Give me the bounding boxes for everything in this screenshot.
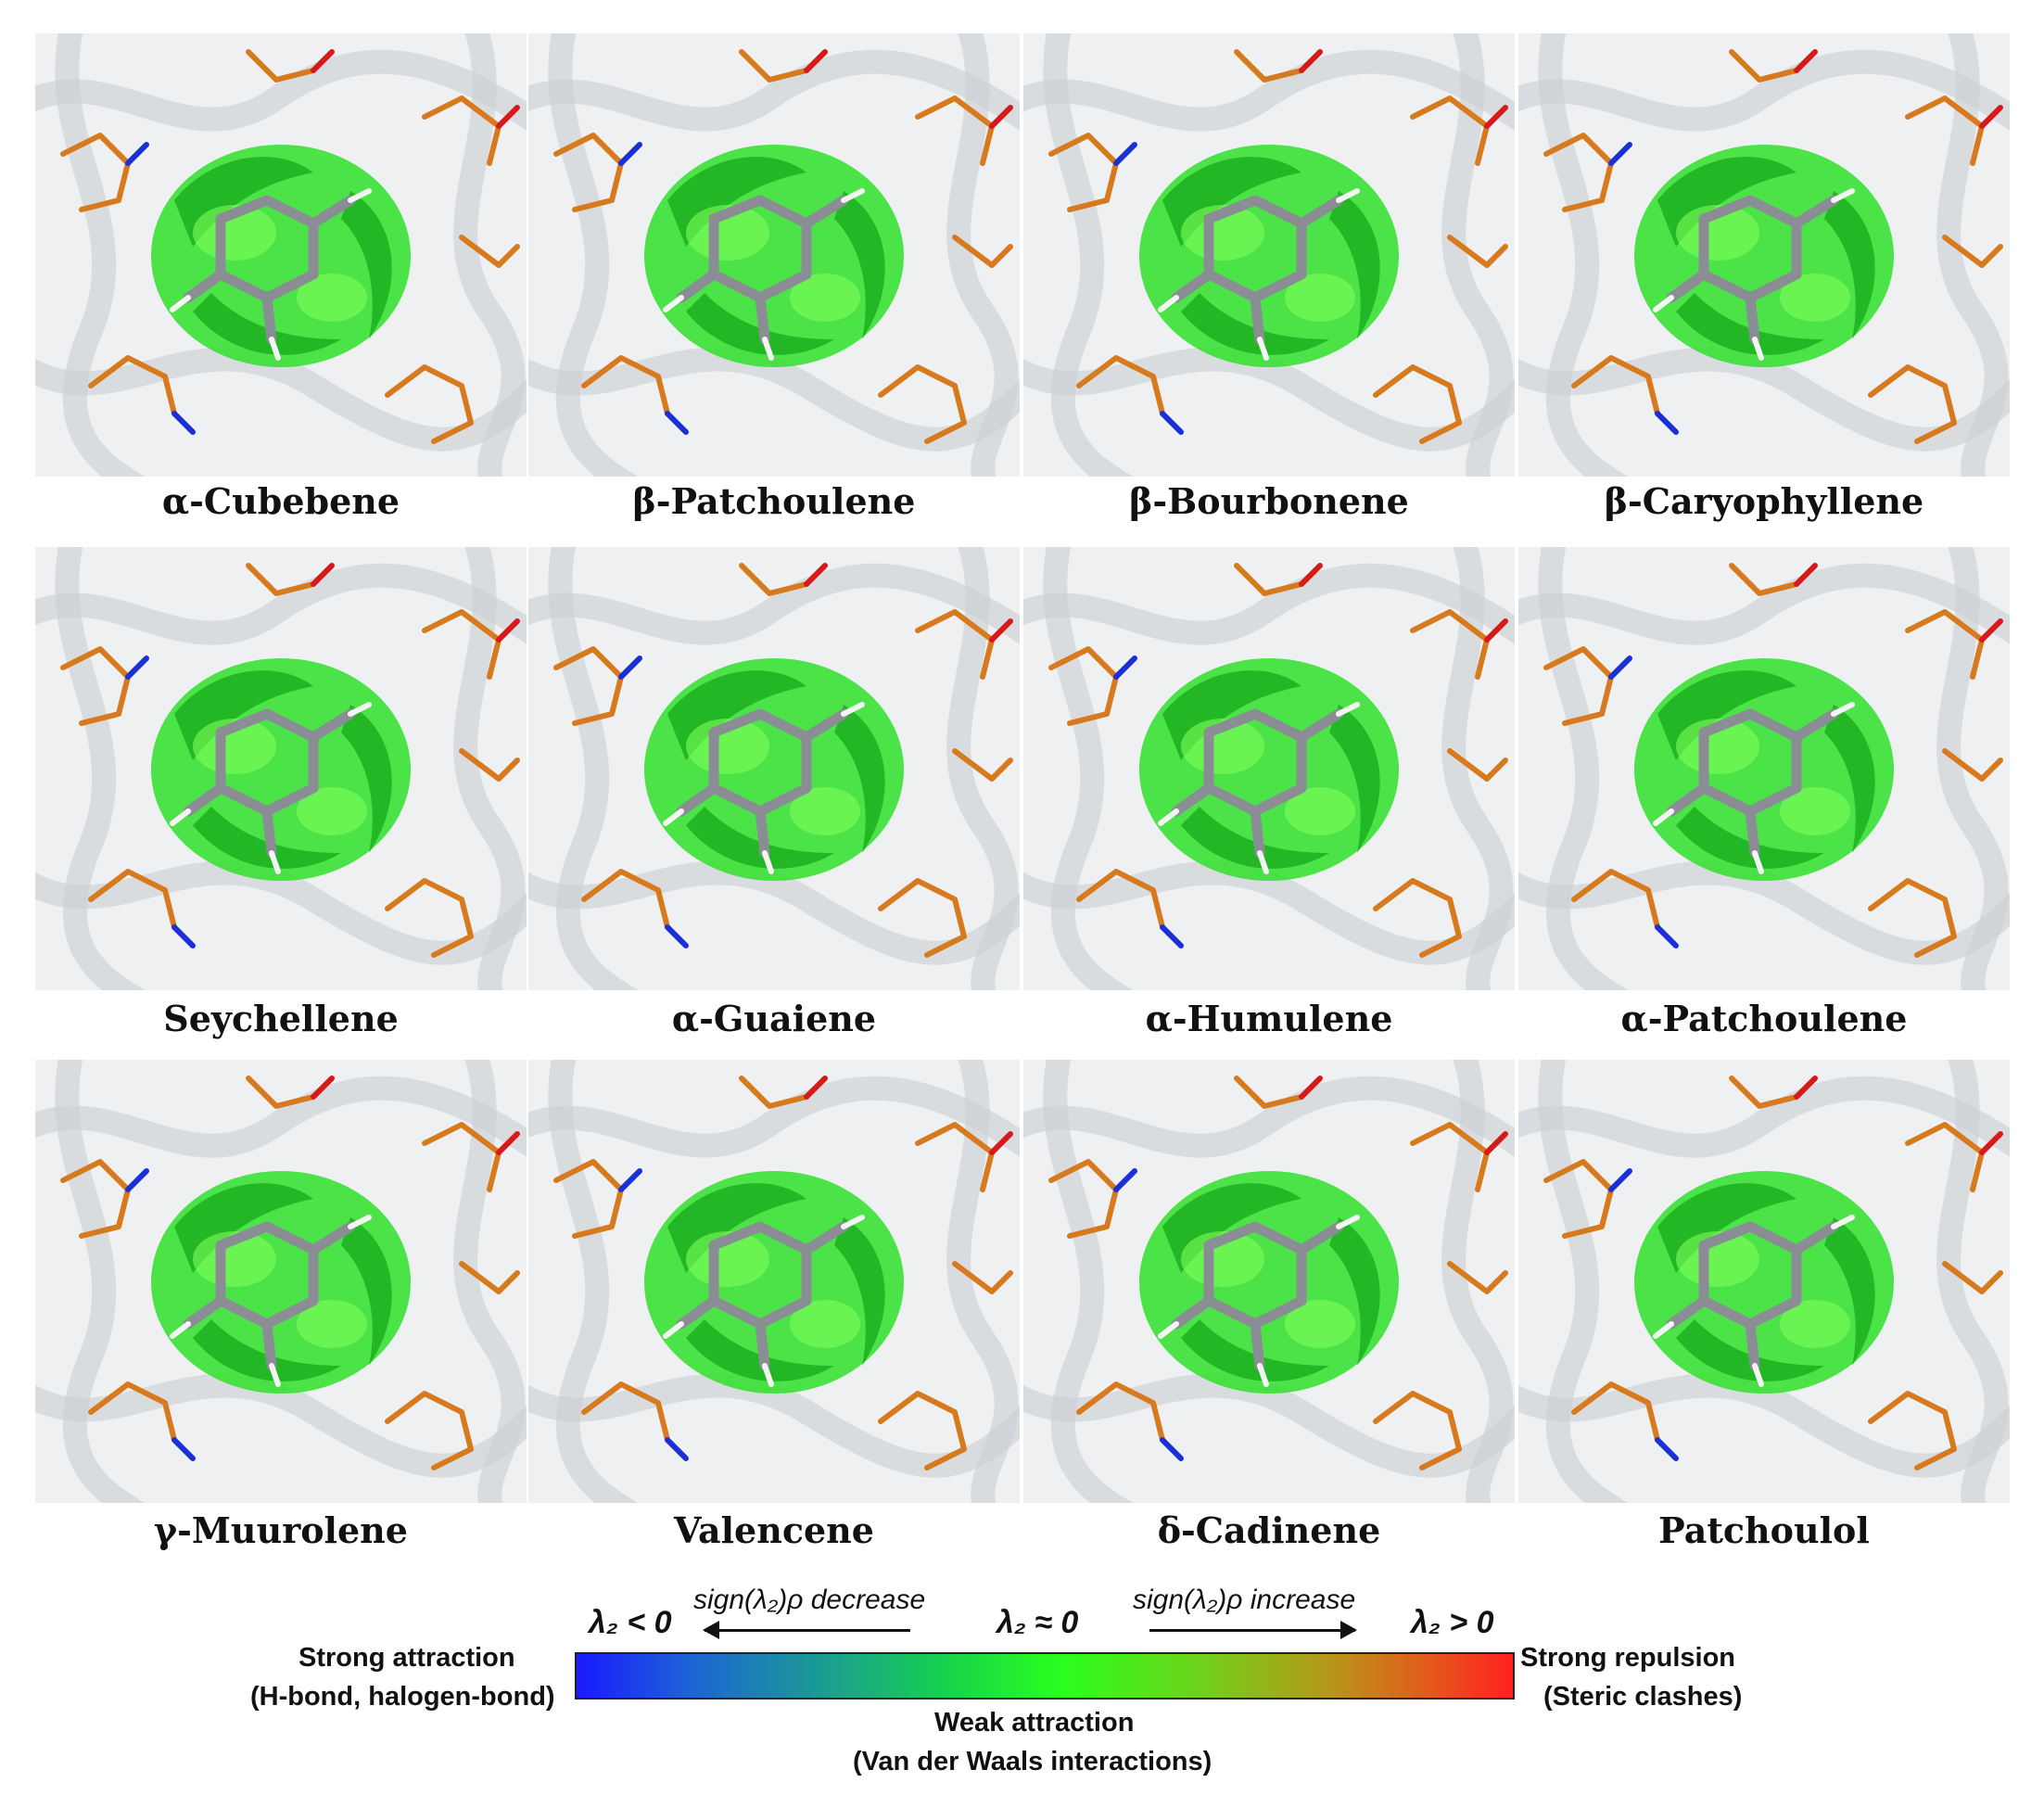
panel-label: β-Caryophyllene xyxy=(1604,480,1924,522)
molecule-render-image xyxy=(35,33,527,477)
strong-repulsion-label: Strong repulsion xyxy=(1520,1643,1735,1673)
strong-repulsion-sub-label: (Steric clashes) xyxy=(1543,1682,1743,1712)
molecule-render-image xyxy=(1023,547,1515,990)
panel-seychellene xyxy=(35,547,527,990)
molecule-render-image xyxy=(1518,33,2010,477)
molecule-render-image xyxy=(1518,547,2010,990)
decrease-arrow xyxy=(703,1621,910,1639)
panel-label: Patchoulol xyxy=(1658,1509,1870,1551)
panel-patchoulol xyxy=(1518,1060,2010,1503)
panel-label: δ-Cadinene xyxy=(1157,1509,1381,1551)
panel-label: Valencene xyxy=(674,1509,874,1551)
molecule-render-image xyxy=(1023,33,1515,477)
molecule-render-image xyxy=(528,33,1020,477)
panel-beta-caryophyllene xyxy=(1518,33,2010,477)
panel-valencene xyxy=(528,1060,1020,1503)
lambda-zero-label: λ₂ ≈ 0 xyxy=(997,1605,1079,1640)
weak-attraction-label: Weak attraction xyxy=(934,1708,1135,1738)
molecule-render-image xyxy=(1023,1060,1515,1503)
panel-label: γ-Muurolene xyxy=(154,1509,408,1551)
molecule-render-image xyxy=(35,1060,527,1503)
lambda-positive-label: λ₂ > 0 xyxy=(1411,1605,1494,1640)
panel-label: Seychellene xyxy=(163,998,399,1039)
panel-alpha-patchoulene xyxy=(1518,547,2010,990)
color-scale-bar xyxy=(575,1652,1515,1700)
increase-arrow xyxy=(1149,1621,1357,1639)
molecule-render-image xyxy=(35,547,527,990)
molecule-render-image xyxy=(1518,1060,2010,1503)
panel-label: α-Cubebene xyxy=(161,480,400,522)
molecule-render-image xyxy=(528,1060,1020,1503)
decrease-text: sign(λ₂)ρ decrease xyxy=(693,1585,926,1615)
panel-gamma-muurolene xyxy=(35,1060,527,1503)
panel-label: β-Bourbonene xyxy=(1129,480,1409,522)
panel-label: β-Patchoulene xyxy=(632,480,916,522)
strong-attraction-label: Strong attraction xyxy=(298,1643,515,1673)
panel-alpha-humulene xyxy=(1023,547,1515,990)
panel-delta-cadinene xyxy=(1023,1060,1515,1503)
increase-text: sign(λ₂)ρ increase xyxy=(1133,1585,1356,1615)
weak-attraction-sub-label: (Van der Waals interactions) xyxy=(853,1747,1212,1776)
panel-label: α-Patchoulene xyxy=(1620,998,1908,1039)
lambda-negative-label: λ₂ < 0 xyxy=(589,1605,672,1640)
strong-attraction-sub-label: (H-bond, halogen-bond) xyxy=(250,1682,555,1712)
panel-alpha-guaiene xyxy=(528,547,1020,990)
panel-beta-patchoulene xyxy=(528,33,1020,477)
panel-label: α-Guaiene xyxy=(671,998,877,1039)
panel-label: α-Humulene xyxy=(1145,998,1393,1039)
panel-alpha-cubebene xyxy=(35,33,527,477)
molecule-render-image xyxy=(528,547,1020,990)
panel-beta-bourbonene xyxy=(1023,33,1515,477)
